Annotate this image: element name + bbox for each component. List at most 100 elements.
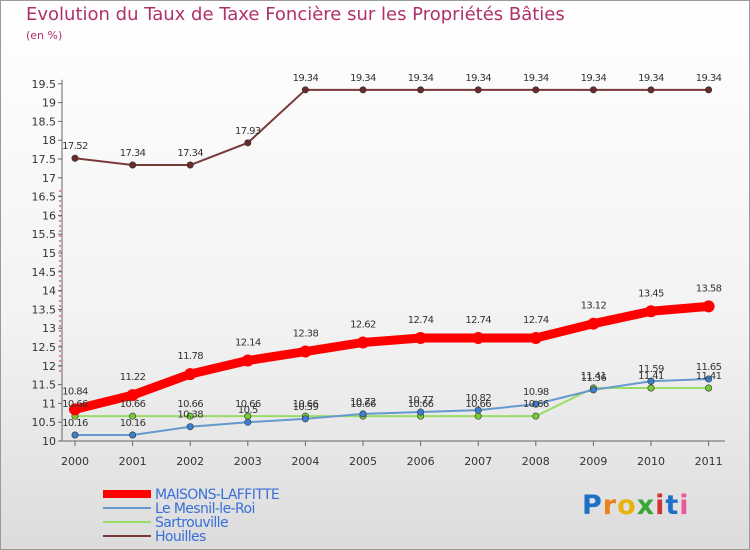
- legend-label: Le Mesnil-le-Roi: [155, 501, 255, 517]
- logo-letter: x: [636, 490, 656, 521]
- data-point: [186, 412, 194, 420]
- y-tick-label: 13.5: [32, 303, 57, 316]
- data-point: [184, 368, 197, 381]
- data-point: [186, 423, 194, 431]
- x-tick-label: 2003: [234, 455, 262, 468]
- proxiti-logo: Proxiti: [582, 490, 690, 521]
- logo-letter: i: [655, 490, 666, 521]
- y-tick-label: 19: [42, 97, 56, 110]
- data-label: 10.66: [293, 399, 319, 410]
- y-tick-label: 15.5: [32, 228, 57, 241]
- data-label: 12.74: [408, 315, 434, 326]
- data-point: [647, 377, 655, 385]
- data-label: 19.34: [408, 73, 434, 84]
- series-line: [74, 386, 710, 418]
- data-point: [474, 86, 482, 94]
- x-tick-label: 2009: [579, 455, 607, 468]
- x-tick-label: 2008: [522, 455, 550, 468]
- data-point: [241, 354, 254, 367]
- data-label: 10.66: [120, 399, 146, 410]
- y-tick-label: 15: [42, 247, 56, 260]
- data-point: [414, 331, 427, 344]
- data-point: [472, 331, 485, 344]
- data-point: [71, 154, 79, 162]
- data-label: 17.34: [120, 148, 146, 159]
- data-point: [532, 412, 540, 420]
- y-tick-label: 14: [42, 285, 56, 298]
- data-label: 10.59: [293, 402, 319, 413]
- data-label: 10.84: [62, 386, 88, 397]
- data-label: 12.38: [293, 329, 319, 340]
- data-label: 10.66: [62, 399, 88, 410]
- x-tick-label: 2000: [61, 455, 89, 468]
- logo-letter: o: [617, 490, 637, 521]
- data-point: [589, 86, 597, 94]
- data-point: [645, 305, 657, 318]
- x-tick-label: 2002: [176, 455, 204, 468]
- data-label: 13.45: [638, 288, 664, 299]
- data-point: [474, 412, 482, 420]
- data-label: 12.62: [350, 319, 376, 330]
- x-tick-label: 2007: [464, 455, 492, 468]
- y-tick-label: 11: [42, 397, 56, 410]
- data-point: [69, 403, 81, 416]
- data-point: [589, 386, 597, 394]
- data-point: [357, 336, 369, 349]
- y-tick-label: 18.5: [32, 115, 57, 128]
- x-tick-label: 2004: [291, 455, 319, 468]
- data-label: 10.66: [177, 399, 203, 410]
- data-label: 11.65: [696, 362, 722, 373]
- data-point: [129, 161, 137, 169]
- data-point: [299, 345, 312, 358]
- logo-letter: P: [582, 490, 603, 521]
- y-tick-label: 13: [42, 322, 56, 335]
- data-point: [301, 415, 309, 423]
- y-tick-label: 10.5: [32, 416, 57, 429]
- y-tick-label: 18: [42, 134, 56, 147]
- data-label: 17.34: [177, 148, 203, 159]
- data-point: [129, 412, 137, 420]
- data-point: [474, 406, 482, 414]
- legend-label: MAISONS-LAFFITTE: [155, 487, 279, 503]
- series-line: [74, 88, 710, 167]
- chart-title: Evolution du Taux de Taxe Foncière sur l…: [26, 4, 565, 25]
- data-label: 19.34: [465, 73, 491, 84]
- data-point: [529, 331, 542, 344]
- data-label: 19.34: [350, 73, 376, 84]
- data-label: 19.34: [581, 73, 607, 84]
- data-label: 11.36: [581, 373, 607, 384]
- y-tick-label: 12: [42, 360, 56, 373]
- data-point: [186, 161, 194, 169]
- data-point: [587, 317, 600, 330]
- data-label: 10.66: [465, 399, 491, 410]
- data-point: [647, 86, 655, 94]
- data-label: 17.52: [62, 141, 88, 152]
- data-label: 10.98: [523, 387, 549, 398]
- data-label: 17.93: [235, 126, 261, 137]
- data-point: [647, 384, 655, 392]
- data-label: 11.41: [696, 371, 722, 382]
- data-label: 11.41: [638, 371, 664, 382]
- data-label: 10.77: [408, 395, 434, 406]
- data-point: [244, 139, 252, 147]
- data-label: 10.66: [350, 399, 376, 410]
- data-label: 10.38: [177, 410, 203, 421]
- data-label: 19.34: [638, 73, 664, 84]
- x-tick-label: 2011: [695, 455, 723, 468]
- data-point: [129, 431, 137, 439]
- unit-label: (en %): [26, 29, 63, 42]
- y-tick-label: 14.5: [32, 266, 57, 279]
- series-line: [70, 301, 714, 414]
- data-label: 13.12: [581, 301, 607, 312]
- x-tick-label: 2001: [119, 455, 147, 468]
- y-tick-label: 12.5: [32, 341, 57, 354]
- data-point: [301, 86, 309, 94]
- data-point: [532, 400, 540, 408]
- data-label: 11.59: [638, 364, 664, 375]
- data-point: [705, 384, 713, 392]
- logo-letter: t: [665, 490, 680, 521]
- data-label: 10.16: [62, 418, 88, 429]
- data-point: [417, 408, 425, 416]
